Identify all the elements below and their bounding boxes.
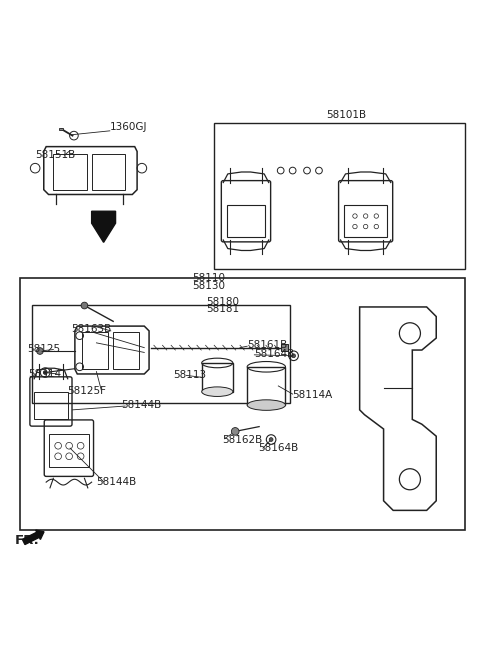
Circle shape [231,428,239,435]
Ellipse shape [247,400,286,411]
Text: 58125F: 58125F [67,386,106,396]
Bar [53,154,87,190]
Text: 58144B: 58144B [121,400,162,410]
Text: 58151B: 58151B [35,150,75,160]
Text: 58164B: 58164B [254,349,295,359]
Text: 58164B: 58164B [258,443,299,453]
Text: 58181: 58181 [206,304,240,314]
Text: 58163B: 58163B [72,325,112,334]
Text: 58162B: 58162B [222,434,262,445]
Bar [202,363,233,392]
Bar [281,344,288,351]
Bar [32,305,290,403]
Bar [34,392,68,419]
Text: 58130: 58130 [192,281,225,292]
Bar [82,332,108,369]
Text: FR.: FR. [15,533,40,547]
Bar [59,128,63,130]
Bar [92,154,125,190]
Text: 58314: 58314 [28,369,61,379]
Bar [247,367,286,405]
Text: 1360GJ: 1360GJ [110,122,147,133]
Polygon shape [92,212,116,242]
Circle shape [269,438,273,442]
Text: 58144B: 58144B [96,477,137,487]
Circle shape [292,354,296,357]
Text: 58101B: 58101B [326,110,366,120]
Ellipse shape [202,387,233,396]
Bar [227,206,265,237]
Circle shape [81,302,88,309]
Text: 58114A: 58114A [293,390,333,399]
Text: 58180: 58180 [206,297,240,307]
Bar [48,434,89,467]
Circle shape [36,348,43,354]
Bar [113,332,140,369]
FancyArrow shape [23,530,44,545]
Bar [20,279,465,530]
Text: 58125: 58125 [27,344,60,353]
Bar [344,206,387,237]
Circle shape [43,371,47,374]
Text: 58113: 58113 [173,371,206,380]
Bar [214,123,465,269]
Text: 58161B: 58161B [247,340,288,350]
Text: 58110: 58110 [192,273,225,283]
